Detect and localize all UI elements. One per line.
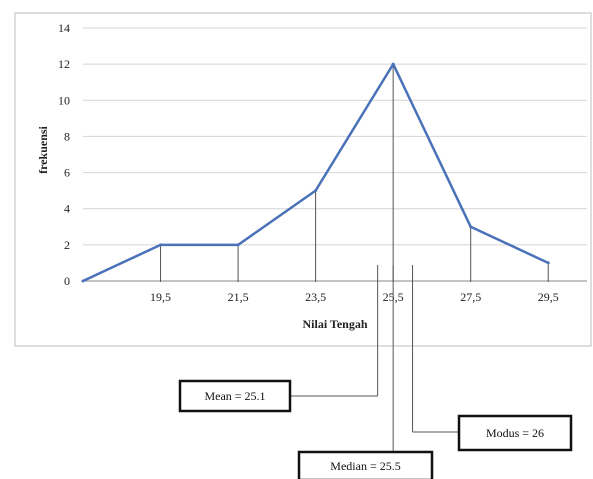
- data-point: [159, 243, 163, 247]
- x-tick-label: 23,5: [305, 290, 326, 304]
- y-tick-labels: 0 2 4 6 8 10 12 14: [58, 21, 70, 288]
- y-tick-label: 6: [64, 166, 70, 180]
- data-point: [546, 261, 550, 265]
- data-point: [314, 189, 318, 193]
- y-tick-label: 10: [58, 93, 70, 107]
- y-axis-title: frekuensi: [36, 125, 50, 173]
- y-tick-label: 14: [58, 21, 70, 35]
- y-tick-label: 2: [64, 238, 70, 252]
- modus-annotation-label: Modus = 26: [486, 426, 544, 440]
- data-point: [469, 225, 473, 229]
- series-line-group: [81, 62, 550, 283]
- data-point: [81, 279, 85, 283]
- mean-annotation-label: Mean = 25.1: [204, 389, 265, 403]
- y-tick-label: 8: [64, 129, 70, 143]
- x-tick-label: 19,5: [150, 290, 171, 304]
- x-axis-title: Nilai Tengah: [302, 317, 367, 331]
- x-tick-labels: 19,5 21,5 23,5 25,5 27,5 29,5: [150, 290, 559, 304]
- y-tick-label: 0: [64, 274, 70, 288]
- data-point: [391, 62, 395, 66]
- mean-annotation-box: [178, 379, 292, 413]
- y-tick-label: 12: [58, 57, 70, 71]
- x-tick-label: 27,5: [460, 290, 481, 304]
- chart-frame: [14, 12, 592, 347]
- median-annotation-box: [297, 450, 434, 479]
- x-tick-label: 21,5: [228, 290, 249, 304]
- data-point: [236, 243, 240, 247]
- drop-lines: [160, 64, 549, 282]
- median-annotation-label: Median = 25.5: [330, 459, 400, 473]
- statistics-annotations: Mean = 25.1 Median = 25.5 Modus = 26: [178, 265, 573, 479]
- x-tick-label: 29,5: [538, 290, 559, 304]
- y-tick-label: 4: [64, 202, 70, 216]
- modus-annotation-box: [457, 414, 573, 452]
